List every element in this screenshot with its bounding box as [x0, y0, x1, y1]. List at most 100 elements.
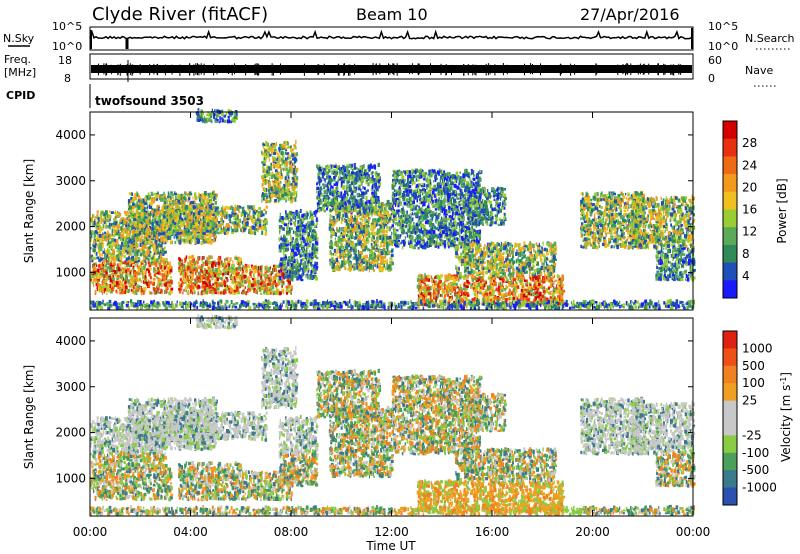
power-cell	[245, 225, 247, 229]
power-cell	[271, 156, 275, 159]
power-cell	[132, 226, 135, 230]
power-cell	[161, 247, 164, 252]
power-cell	[143, 241, 146, 245]
power-cell	[262, 163, 266, 166]
power-cell	[142, 249, 146, 254]
power-cell	[212, 239, 216, 243]
power-cell	[184, 238, 188, 242]
power-cell	[258, 226, 260, 231]
power-cell	[282, 281, 285, 284]
power-cell	[256, 218, 260, 223]
power-cell	[278, 165, 280, 169]
power-cell	[219, 270, 223, 275]
power-cell	[104, 274, 107, 277]
power-cell	[206, 205, 209, 210]
power-cell	[260, 226, 262, 230]
power-cell	[128, 281, 131, 286]
power-cell	[280, 175, 283, 180]
power-cell	[184, 260, 186, 264]
power-cell	[181, 266, 183, 271]
power-cell	[212, 223, 216, 227]
power-cell	[120, 261, 124, 265]
power-cell	[279, 276, 282, 281]
beam-title: Beam 10	[356, 5, 428, 24]
power-cell	[154, 240, 156, 244]
power-cell	[153, 208, 157, 213]
power-cell	[213, 228, 215, 232]
power-cell	[183, 268, 185, 273]
power-cell	[142, 275, 145, 280]
power-cell	[142, 231, 144, 235]
power-cell	[215, 215, 217, 219]
power-cell	[191, 285, 195, 290]
power-cell	[157, 282, 159, 286]
power-cell	[105, 218, 108, 222]
power-cell	[133, 285, 135, 290]
power-cell	[211, 203, 214, 206]
power-cell	[163, 215, 166, 219]
power-cell	[92, 268, 95, 272]
power-cell	[129, 243, 131, 248]
power-cell	[306, 247, 308, 253]
power-cell	[107, 251, 111, 255]
power-cell	[155, 211, 158, 216]
power-cell	[136, 251, 139, 256]
power-cell	[186, 277, 190, 282]
power-cell	[130, 241, 134, 245]
power-cell	[147, 233, 150, 237]
power-cell	[182, 193, 184, 198]
power-cell	[133, 290, 136, 295]
power-cell	[214, 288, 217, 293]
power-cell	[244, 212, 248, 215]
power-cell	[261, 161, 264, 164]
power-cell	[264, 181, 267, 185]
power-cell	[235, 286, 238, 291]
power-cell	[236, 261, 238, 265]
power-cell	[99, 213, 102, 218]
power-cell	[264, 188, 267, 192]
power-cell	[191, 277, 194, 280]
power-cell	[255, 223, 258, 227]
power-cell	[98, 249, 101, 254]
power-cell	[93, 263, 96, 267]
power-cell	[222, 212, 225, 217]
power-cell	[203, 217, 206, 222]
power-cell	[207, 227, 211, 230]
power-cell	[109, 283, 111, 289]
power-cell	[144, 210, 148, 214]
power-cell	[146, 241, 149, 245]
power-cell	[165, 215, 167, 218]
power-cell	[166, 289, 168, 294]
power-cell	[134, 257, 137, 261]
power-cell	[145, 233, 148, 238]
power-cell	[299, 233, 301, 237]
power-cell	[186, 193, 188, 197]
power-cell	[281, 283, 285, 286]
power-cell	[98, 287, 101, 291]
power-cell	[102, 273, 106, 278]
power-cell	[196, 275, 199, 278]
power-cell	[167, 216, 170, 221]
power-cell	[168, 261, 171, 266]
power-cell	[279, 270, 281, 274]
power-cell	[253, 208, 256, 212]
power-cell	[144, 259, 146, 263]
power-cell	[303, 252, 305, 256]
power-cell	[184, 224, 188, 228]
power-cell	[173, 201, 176, 204]
power-cell	[151, 208, 154, 212]
power-cell	[164, 200, 167, 205]
power-cell	[152, 193, 154, 197]
power-cell	[265, 279, 269, 282]
power-cell	[157, 278, 160, 282]
power-cell	[313, 211, 315, 215]
power-cell	[186, 213, 190, 217]
power-cell	[103, 221, 106, 224]
power-cell	[107, 217, 109, 221]
power-cell	[299, 208, 302, 214]
power-cell	[182, 205, 185, 209]
power-cell	[153, 199, 156, 202]
power-cell	[99, 286, 102, 290]
power-cell	[285, 265, 287, 269]
power-cell	[99, 238, 103, 242]
